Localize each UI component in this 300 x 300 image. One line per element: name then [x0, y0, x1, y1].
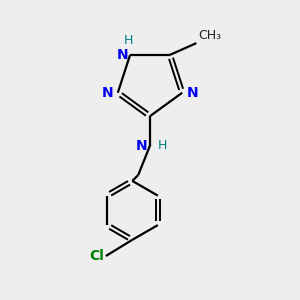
Text: Cl: Cl — [89, 249, 104, 263]
Text: H: H — [158, 139, 167, 152]
Text: N: N — [102, 86, 113, 100]
Text: CH₃: CH₃ — [198, 28, 221, 42]
Text: H: H — [124, 34, 133, 47]
Text: N: N — [135, 139, 147, 153]
Text: N: N — [117, 48, 129, 62]
Text: N: N — [187, 86, 198, 100]
